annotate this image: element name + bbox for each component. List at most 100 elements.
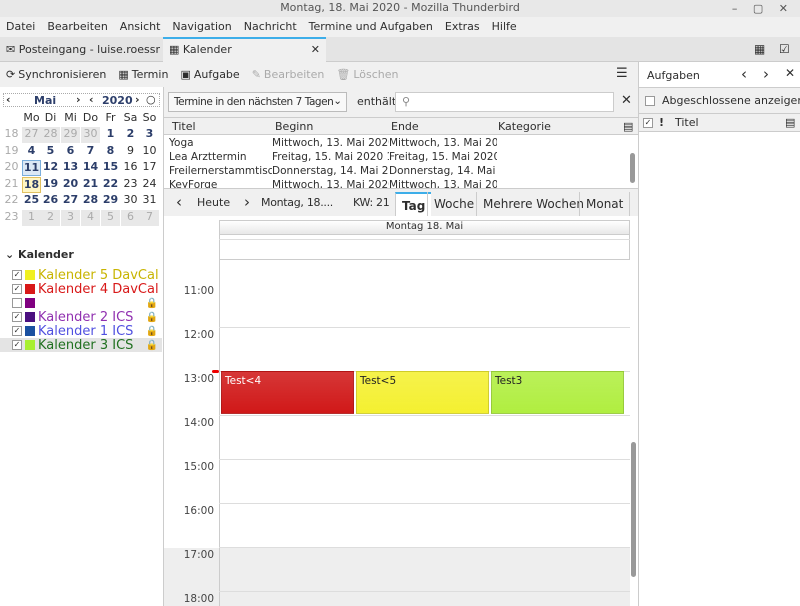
prev-day-icon[interactable]: ‹ [176, 193, 182, 211]
day-cell[interactable]: 25 [23, 193, 40, 206]
next-month-icon[interactable]: › [76, 93, 81, 106]
day-cell[interactable]: 5 [46, 143, 55, 157]
day-cell[interactable]: 27 [62, 193, 79, 206]
col-category[interactable]: Kategorie [498, 120, 551, 133]
tab-multiweek[interactable]: Mehrere Wochen [476, 192, 590, 216]
allday-area[interactable] [219, 235, 630, 260]
table-row[interactable]: Freilernerstammtisch Donnerstag, 14. Mai … [169, 165, 597, 177]
menu-termine[interactable]: Termine und Aufgaben [308, 20, 433, 33]
menu-navigation[interactable]: Navigation [172, 20, 232, 33]
menu-datei[interactable]: Datei [6, 20, 36, 33]
sync-button[interactable]: ⟳ Synchronisieren [0, 68, 112, 81]
day-cell[interactable]: 19 [42, 176, 59, 190]
column-picker-icon[interactable]: ▤ [623, 120, 634, 133]
event-item[interactable]: Test<5 [356, 371, 489, 414]
day-cell[interactable]: 11 [22, 160, 41, 176]
prev-year-icon[interactable]: ‹ [89, 93, 94, 106]
day-cell[interactable]: 1 [106, 127, 115, 140]
day-cell[interactable]: 17 [142, 160, 157, 173]
day-cell[interactable]: 28 [82, 193, 99, 206]
table-row[interactable]: KeyForge Mittwoch, 13. Mai 2020...Mittwoc… [169, 179, 597, 188]
calendar-checkbox[interactable]: ✓ [12, 340, 22, 350]
calendar-item[interactable]: ✓ Kalender 2 ICS 🔒 [12, 310, 162, 325]
window-controls[interactable]: – ▢ ✕ [731, 2, 794, 15]
list-scrollbar[interactable] [630, 153, 635, 183]
day-cell[interactable]: 2 [126, 127, 135, 140]
day-cell[interactable]: 9 [127, 143, 134, 157]
day-cell[interactable]: 13 [62, 160, 79, 173]
col-priority[interactable]: ! [659, 116, 665, 129]
col-task-title[interactable]: Titel [675, 116, 699, 129]
tasks-tab-icon[interactable]: ☑ [779, 42, 790, 56]
new-task-button[interactable]: ▣ Aufgabe [174, 68, 245, 81]
menu-nachricht[interactable]: Nachricht [243, 20, 297, 33]
day-cell[interactable]: 29 [61, 127, 80, 143]
day-cell[interactable]: 1 [22, 209, 41, 226]
range-select[interactable]: Termine in den nächsten 7 Tagen ⌄ [168, 92, 347, 112]
day-cell[interactable]: 10 [142, 143, 157, 157]
prev-month-icon[interactable]: ‹ [6, 93, 11, 106]
calendar-item[interactable]: ✓ Kalender 3 ICS 🔒 [0, 338, 162, 353]
calendar-checkbox[interactable]: ✓ [12, 270, 22, 280]
day-cell[interactable]: 18 [22, 176, 41, 193]
day-cell[interactable]: 7 [140, 209, 159, 226]
calendar-tab-icon[interactable]: ▦ [754, 42, 766, 56]
calendar-checkbox[interactable] [12, 298, 22, 308]
tab-calendar[interactable]: ▦ Kalender ✕ [163, 37, 326, 62]
col-begin[interactable]: Beginn [275, 120, 314, 133]
day-cell[interactable]: 6 [121, 209, 140, 226]
tab-week[interactable]: Woche [427, 192, 480, 216]
search-input[interactable]: ⚲ [395, 92, 614, 112]
day-cell[interactable]: 3 [61, 209, 80, 226]
calendar-item[interactable]: ✓ Kalender 5 DavCal [12, 268, 162, 283]
day-cell[interactable]: 23 [123, 176, 138, 190]
day-cell[interactable]: 21 [82, 176, 99, 190]
calendar-item[interactable]: ✓ Kalender 4 DavCal [12, 282, 162, 297]
day-cell[interactable]: 7 [86, 143, 95, 157]
next-icon[interactable]: › [763, 65, 769, 83]
day-cell[interactable]: 22 [102, 176, 119, 190]
day-cell[interactable]: 27 [22, 127, 41, 143]
table-row[interactable]: Yoga Mittwoch, 13. Mai 2020...Mittwoch, 1… [169, 137, 597, 149]
day-cell[interactable]: 4 [27, 143, 36, 157]
day-cell[interactable]: 8 [106, 143, 115, 157]
calendar-checkbox[interactable]: ✓ [12, 284, 22, 294]
day-cell[interactable]: 2 [41, 209, 60, 226]
hamburger-menu-icon[interactable]: ☰ [616, 66, 628, 81]
tab-inbox[interactable]: ✉ Posteingang - luise.roessner@ [0, 37, 160, 62]
prev-icon[interactable]: ‹ [741, 65, 747, 83]
close-pane-icon[interactable]: ✕ [785, 66, 796, 80]
calendar-item[interactable]: ✓ Kalender 1 ICS 🔒 [12, 324, 162, 339]
day-cell[interactable]: 30 [123, 193, 138, 206]
day-cell[interactable]: 3 [145, 127, 154, 140]
day-cell[interactable]: 16 [123, 160, 138, 173]
completed-column-icon[interactable]: ✓ [643, 118, 653, 128]
today-circle-icon[interactable]: ○ [146, 93, 156, 106]
tab-month[interactable]: Monat [579, 192, 631, 216]
next-year-icon[interactable]: › [135, 93, 140, 106]
col-end[interactable]: Ende [391, 120, 419, 133]
day-cell[interactable]: 24 [142, 176, 157, 190]
col-title[interactable]: Titel [172, 120, 196, 133]
next-day-icon[interactable]: › [244, 193, 250, 211]
calendar-item[interactable]: 🔒 [12, 296, 162, 310]
edit-button[interactable]: ✎ Bearbeiten [246, 68, 331, 81]
day-cell[interactable]: 12 [42, 160, 59, 173]
new-event-button[interactable]: ▦ Termin [112, 68, 174, 81]
day-cell[interactable]: 4 [81, 209, 100, 226]
column-picker-icon[interactable]: ▤ [785, 116, 796, 129]
day-cell[interactable]: 28 [41, 127, 60, 143]
day-cell[interactable]: 29 [102, 193, 119, 206]
day-cell[interactable]: 31 [142, 193, 157, 206]
menu-ansicht[interactable]: Ansicht [119, 20, 161, 33]
calendar-checkbox[interactable]: ✓ [12, 312, 22, 322]
menu-extras[interactable]: Extras [444, 20, 480, 33]
event-item[interactable]: Test3 [491, 371, 624, 414]
day-cell[interactable]: 14 [82, 160, 99, 173]
close-tab-icon[interactable]: ✕ [310, 43, 320, 56]
day-cell[interactable]: 5 [101, 209, 120, 226]
day-cell[interactable]: 26 [42, 193, 59, 206]
event-item[interactable]: Test<4 [221, 371, 354, 414]
day-cell[interactable]: 6 [66, 143, 75, 157]
show-completed-checkbox[interactable] [645, 96, 655, 106]
